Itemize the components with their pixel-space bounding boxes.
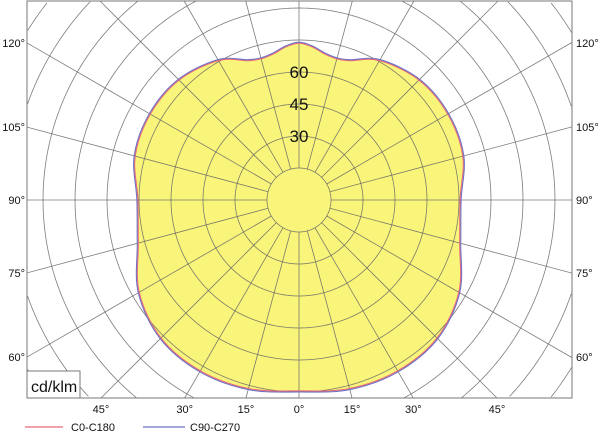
series-curve-c90-c270 (133, 41, 465, 393)
angle-labels: 45° 30° 15° 0° 15° 30° 45° 120° 120° 105° 105° 90° 9… (2, 38, 599, 416)
series-curve-c0-c180 (134, 42, 464, 392)
curve-layer (133, 41, 465, 393)
grid-spoke-30 (314, 227, 414, 398)
grid-spoke-255 (27, 126, 269, 193)
left-angle-label: 90° (8, 195, 25, 207)
left-angle-label: 60° (8, 352, 25, 364)
grid-ring-105 (74, 1, 524, 398)
distribution-fill-layer (133, 42, 465, 393)
grid-spoke-165 (306, 1, 353, 170)
grid-spoke-285 (27, 207, 269, 274)
grid-spoke-135 (321, 1, 499, 178)
ring-label-45: 45 (290, 95, 309, 114)
plot-area (27, 1, 572, 398)
grid-spoke-345 (245, 230, 292, 398)
grid-spoke-105 (329, 126, 572, 193)
grid-spoke-195 (245, 1, 292, 170)
right-angle-label: 105° (576, 122, 599, 134)
bottom-angle-label: 30° (405, 404, 422, 416)
inner-circle-fill (267, 168, 331, 232)
left-angle-label: 105° (2, 122, 25, 134)
legend-label-c90-c270: C90-C270 (190, 422, 240, 433)
ring-labels: 30 45 60 (290, 63, 309, 146)
grid-spoke-300 (27, 215, 272, 358)
grid-spoke-150 (314, 1, 415, 173)
legend-label-c0-c180: C0-C180 (71, 422, 115, 433)
bottom-angle-label: 15° (344, 404, 361, 416)
right-angle-label: 60° (576, 352, 593, 364)
grid-spoke-45 (321, 222, 498, 398)
grid-spoke-315 (100, 222, 277, 398)
grid-ring-150 (27, 2, 572, 398)
unit-label-box: cd/klm (26, 370, 81, 399)
bottom-angle-label: 30° (176, 404, 193, 416)
right-angle-label: 90° (576, 195, 593, 207)
bottom-angle-label: 45° (489, 404, 506, 416)
grid-spoke-210 (183, 1, 284, 173)
right-angle-label: 75° (576, 268, 593, 280)
bottom-angle-label: 0° (294, 404, 305, 416)
grid-spoke-330 (184, 227, 284, 398)
legend-item-c0-c180: C0-C180 (25, 422, 115, 433)
unit-label: cd/klm (31, 379, 77, 396)
ring-label-30: 30 (290, 127, 309, 146)
grid-layer (27, 1, 572, 398)
bottom-angle-label: 45° (93, 404, 110, 416)
grid-spoke-15 (306, 230, 353, 398)
legend: C0-C180 C90-C270 (25, 422, 240, 433)
legend-item-c90-c270: C90-C270 (143, 422, 240, 433)
grid-spoke-60 (326, 215, 572, 358)
bottom-angle-label: 15° (238, 404, 255, 416)
left-angle-label: 75° (8, 268, 25, 280)
plot-frame (26, 0, 573, 399)
ring-label-60: 60 (290, 63, 309, 82)
grid-spoke-120 (326, 42, 572, 185)
grid-spoke-75 (329, 207, 572, 274)
grid-ring-135 (27, 1, 572, 397)
grid-ring-120 (42, 1, 556, 398)
left-angle-label: 120° (2, 38, 25, 50)
grid-spoke-225 (99, 1, 277, 178)
right-angle-label: 120° (576, 38, 599, 50)
